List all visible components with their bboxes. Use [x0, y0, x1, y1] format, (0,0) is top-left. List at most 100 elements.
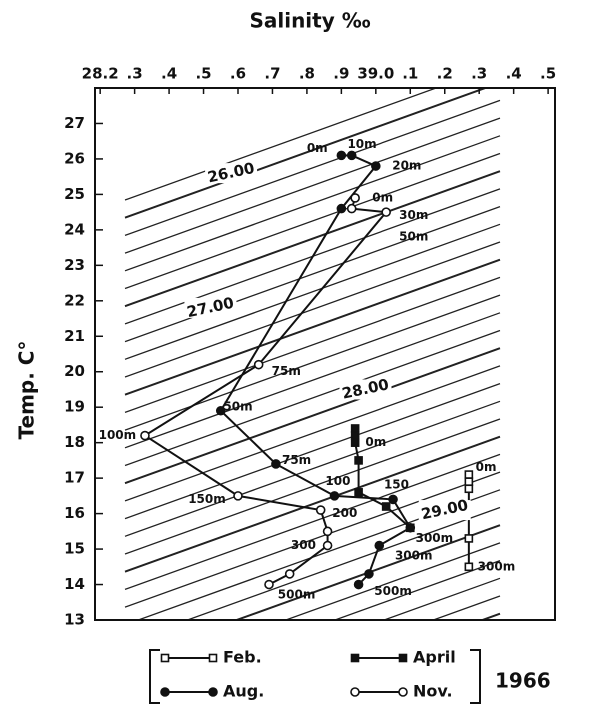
y-tick-label: 20: [64, 362, 85, 380]
isopycnal-line: [286, 542, 501, 619]
isopycnal-line: [124, 205, 501, 343]
isopycnal-line: [124, 347, 501, 485]
depth-label: 300m: [416, 531, 454, 545]
point: [322, 526, 333, 537]
isopycnal-line: [124, 312, 501, 449]
point: [350, 438, 360, 447]
depth-label: 75m: [282, 453, 311, 467]
depth-label: 100: [325, 474, 350, 488]
point: [264, 579, 274, 590]
depth-label: 300m: [395, 549, 433, 563]
point: [353, 579, 364, 590]
legend-marker: [208, 687, 218, 697]
x-tick-label: .8: [299, 65, 315, 83]
isopycnal-line: [482, 612, 501, 619]
point: [329, 491, 340, 501]
isopycnal-line: [385, 577, 501, 619]
point: [405, 522, 416, 533]
y-tick-label: 18: [64, 433, 85, 451]
isopycnal-line: [124, 418, 501, 555]
legend-bracket-right: [470, 649, 481, 704]
point: [354, 488, 363, 497]
x-axis-title: Salinity ‰: [249, 9, 370, 33]
depth-label: 10m: [347, 137, 376, 151]
x-tick-label: .5: [540, 65, 556, 83]
point: [464, 562, 474, 572]
point: [350, 424, 360, 433]
y-tick-label: 13: [64, 611, 85, 629]
isopycnal-line: [236, 524, 501, 619]
depth-label: 200: [332, 506, 357, 520]
point: [253, 359, 264, 370]
legend-label: Nov.: [413, 682, 453, 701]
legend-marker: [160, 653, 170, 663]
legend-marker: [350, 687, 360, 697]
isopycnal-line: [124, 89, 436, 201]
point: [350, 193, 360, 203]
legend-label: Aug.: [223, 682, 264, 701]
isopycnal-label-bg: [205, 163, 258, 184]
depth-label: 150m: [188, 492, 226, 506]
x-tick-label: .7: [264, 65, 280, 83]
isopycnal-line: [124, 471, 501, 608]
depth-label: 100m: [99, 428, 137, 442]
x-tick-label: .3: [127, 65, 143, 83]
isopycnal-line: [335, 559, 501, 619]
depth-label: 50m: [223, 400, 252, 414]
point: [322, 540, 333, 551]
point: [336, 150, 347, 161]
isopycnal-line: [124, 453, 501, 591]
isopycnal-label-bg: [418, 500, 471, 521]
x-tick-label: .3: [471, 65, 487, 83]
isopycnal-line: [124, 400, 501, 537]
y-tick-label: 23: [64, 256, 85, 274]
point: [381, 502, 391, 511]
isopycnal-line: [124, 152, 501, 290]
legend-marker: [398, 653, 408, 663]
isopycnal-line: [124, 365, 501, 502]
point: [315, 505, 326, 515]
x-tick-label: 39.0: [357, 65, 394, 83]
x-tick-label: .1: [402, 65, 418, 83]
depth-label: 0m: [476, 460, 497, 474]
depth-label: 500m: [278, 588, 316, 602]
depth-label: 500m: [374, 584, 412, 598]
y-tick-label: 25: [64, 185, 85, 203]
isopycnal-line: [124, 99, 501, 237]
y-tick-label: 24: [64, 220, 85, 238]
depth-label: 75m: [272, 364, 301, 378]
depth-label: 300: [291, 538, 316, 552]
isopycnal-line: [124, 382, 501, 520]
depth-label: 30m: [399, 208, 428, 222]
depth-label: 300m: [478, 559, 516, 573]
point: [464, 470, 474, 479]
depth-label: 150: [384, 478, 409, 492]
y-tick-label: 14: [64, 575, 85, 593]
legend-marker: [208, 653, 218, 663]
isopycnal-line: [124, 258, 501, 396]
point: [350, 431, 360, 440]
y-tick-label: 19: [64, 398, 85, 416]
x-tick-label: .4: [506, 65, 522, 83]
point: [464, 477, 474, 486]
point: [346, 150, 357, 161]
point: [140, 430, 150, 441]
point: [371, 161, 381, 171]
point: [346, 203, 357, 214]
depth-label: 0m: [372, 190, 393, 204]
point: [464, 534, 474, 543]
isopycnal-line: [124, 276, 501, 414]
legend-label: Feb.: [223, 648, 262, 667]
y-tick-label: 16: [64, 504, 85, 522]
point: [215, 405, 226, 416]
legend-marker: [398, 687, 408, 697]
point: [464, 484, 474, 494]
y-tick-label: 22: [64, 291, 85, 309]
legend-marker: [160, 687, 170, 697]
x-tick-label: .2: [437, 65, 453, 83]
depth-label: 0m: [307, 141, 328, 155]
legend-marker: [350, 653, 360, 663]
y-tick-label: 27: [64, 114, 85, 132]
x-tick-label: .4: [161, 65, 177, 83]
